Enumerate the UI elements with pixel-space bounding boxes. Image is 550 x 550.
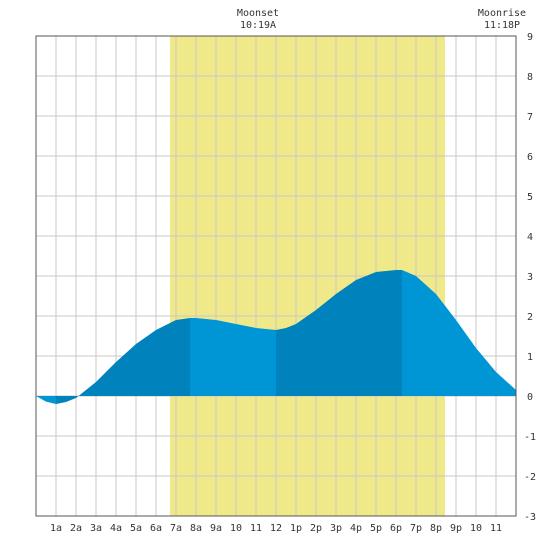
x-tick-label: 1a xyxy=(50,523,62,534)
x-tick-label: 4a xyxy=(110,523,122,534)
y-tick-label: 6 xyxy=(527,152,533,163)
tide-band xyxy=(56,318,190,404)
tide-band xyxy=(36,396,56,404)
x-tick-label: 6p xyxy=(390,523,402,534)
x-tick-label: 11 xyxy=(490,523,502,534)
y-tick-label: 3 xyxy=(527,272,533,283)
y-tick-label: 0 xyxy=(527,392,533,403)
y-tick-label: -3 xyxy=(524,512,536,523)
y-tick-label: -1 xyxy=(524,432,536,443)
moon-event-label: Moonset xyxy=(237,8,279,19)
x-tick-label: 2p xyxy=(310,523,322,534)
y-tick-label: 2 xyxy=(527,312,533,323)
x-tick-label: 5a xyxy=(130,523,142,534)
x-tick-label: 8p xyxy=(430,523,442,534)
x-tick-label: 11 xyxy=(250,523,262,534)
tide-band xyxy=(190,318,276,396)
plot-border xyxy=(35,35,517,517)
x-tick-label: 7a xyxy=(170,523,182,534)
x-tick-label: 6a xyxy=(150,523,162,534)
x-tick-label: 7p xyxy=(410,523,422,534)
moon-event-label: Moonrise xyxy=(478,8,526,19)
x-tick-label: 4p xyxy=(350,523,362,534)
moon-event-time: 10:19A xyxy=(240,20,276,31)
x-tick-label: 5p xyxy=(370,523,382,534)
y-tick-label: 4 xyxy=(527,232,533,243)
x-tick-label: 10 xyxy=(470,523,482,534)
y-tick-label: -2 xyxy=(524,472,536,483)
y-tick-label: 7 xyxy=(527,112,533,123)
x-tick-label: 10 xyxy=(230,523,242,534)
y-tick-label: 8 xyxy=(527,72,533,83)
x-tick-label: 12 xyxy=(270,523,282,534)
y-tick-label: 9 xyxy=(527,32,533,43)
x-tick-label: 3p xyxy=(330,523,342,534)
x-tick-label: 3a xyxy=(90,523,102,534)
x-tick-label: 9a xyxy=(210,523,222,534)
moon-event-time: 11:18P xyxy=(484,20,520,31)
x-tick-label: 9p xyxy=(450,523,462,534)
x-tick-label: 2a xyxy=(70,523,82,534)
y-tick-label: 1 xyxy=(527,352,533,363)
x-tick-label: 8a xyxy=(190,523,202,534)
tide-band xyxy=(402,270,516,396)
x-tick-label: 1p xyxy=(290,523,302,534)
tide-band xyxy=(276,270,402,396)
y-tick-label: 5 xyxy=(527,192,533,203)
